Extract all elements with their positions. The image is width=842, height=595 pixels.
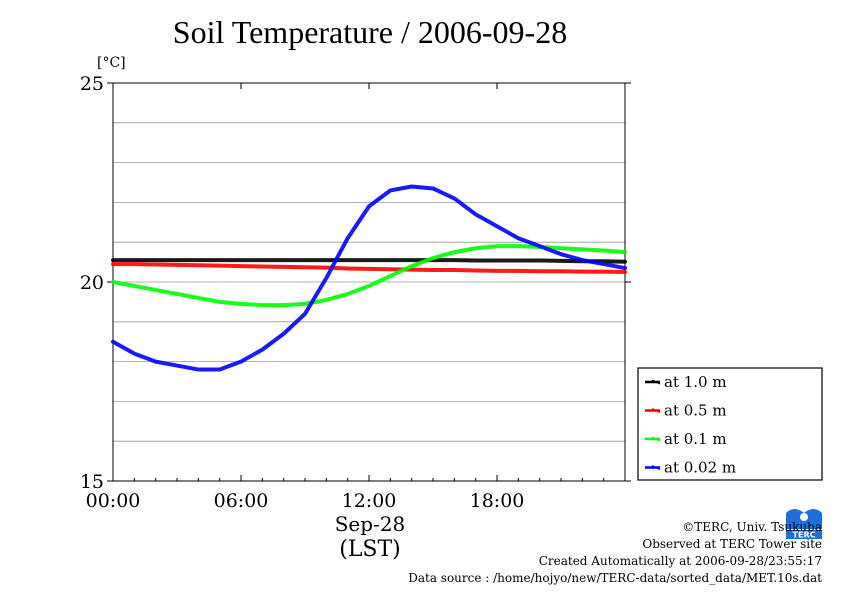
x-tick-label: 12:00	[342, 490, 397, 512]
series-line-at-1-0-m	[111, 258, 627, 264]
x-tick-label: 00:00	[86, 490, 141, 512]
footer-created: Created Automatically at 2006-09-28/23:5…	[538, 554, 822, 568]
legend-box	[637, 367, 823, 481]
legend-label: at 1.0 m	[664, 373, 727, 391]
footer-source: Data source : /home/hojyo/new/TERC-data/…	[408, 571, 822, 585]
legend-label: at 0.5 m	[664, 402, 727, 420]
logo-text: TERC	[793, 531, 816, 540]
terc-logo: TERC	[786, 509, 822, 540]
legend-swatch-mark	[651, 379, 661, 385]
y-axis-unit: [°C]	[97, 55, 126, 71]
legend-swatch-mark	[651, 464, 661, 471]
x-tick-label: 18:00	[470, 490, 525, 512]
y-tick-label: 25	[80, 73, 104, 95]
legend-label: at 0.1 m	[664, 430, 727, 448]
x-axis-date-label: Sep-28	[334, 512, 406, 536]
legend-swatch-mark	[651, 407, 661, 414]
legend-label: at 0.02 m	[664, 459, 736, 477]
series-line-at-0-02-m	[111, 184, 627, 372]
y-tick-label: 20	[80, 272, 104, 294]
x-tick-label: 06:00	[214, 490, 269, 512]
x-axis-timezone-label: (LST)	[339, 537, 401, 562]
y-tick-label: 15	[80, 471, 104, 493]
legend-swatch-mark	[651, 436, 661, 442]
footer-observed: Observed at TERC Tower site	[642, 537, 822, 551]
series-line-at-0-5-m	[111, 262, 627, 275]
series-line-at-0-1-m	[111, 244, 627, 308]
chart-title: Soil Temperature / 2006-09-28	[172, 14, 568, 50]
footer-copyright: ©TERC, Univ. Tsukuba	[682, 520, 822, 534]
